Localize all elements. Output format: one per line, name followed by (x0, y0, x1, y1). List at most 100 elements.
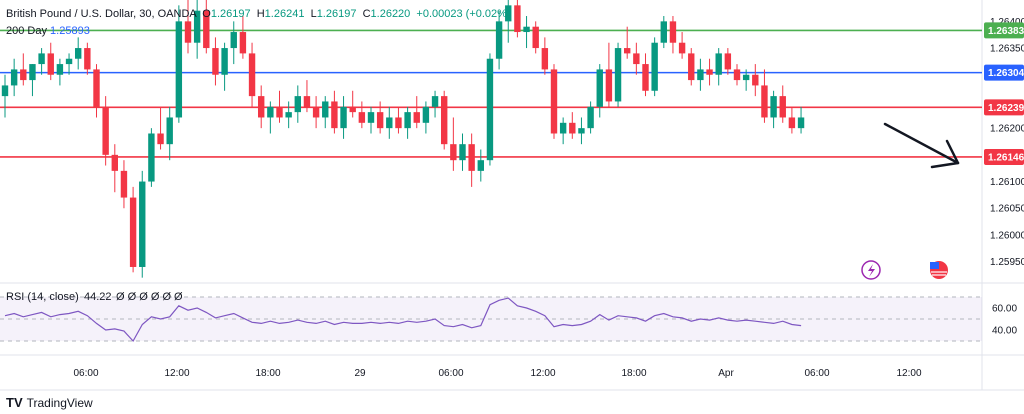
level-price-tag (984, 22, 1024, 39)
candle-body (175, 21, 183, 118)
open-value: 1.26197 (210, 8, 251, 20)
candle-body (678, 42, 686, 54)
candle-body (230, 32, 237, 49)
candle-body (20, 69, 27, 81)
rsi-label: RSI (14, close) (6, 291, 79, 303)
chart-header: British Pound / U.S. Dollar, 30, OANDA O… (6, 8, 511, 20)
candle-body (706, 69, 713, 75)
candle-body (166, 117, 173, 145)
candle-body (212, 48, 219, 75)
candle-body (248, 53, 256, 97)
candle-body (642, 64, 649, 91)
rsi-extra: Ø Ø Ø Ø Ø Ø (116, 291, 183, 303)
candle-body (569, 122, 576, 134)
candle-body (422, 106, 430, 123)
candle-body (120, 170, 128, 198)
candle-body (267, 106, 274, 118)
candle-body (477, 160, 484, 171)
time-tick-label: 12:00 (530, 368, 555, 379)
candle-body (404, 112, 411, 129)
candle-body (450, 144, 457, 161)
trend-arrow-head (930, 139, 960, 169)
level-price-tag (984, 64, 1024, 81)
candle-body (505, 5, 512, 22)
rsi-tick-label: 40.00 (992, 326, 1017, 337)
candle-body (486, 58, 494, 161)
time-tick-label: 06:00 (438, 368, 463, 379)
candle-body (468, 144, 475, 171)
candle-body (651, 42, 658, 91)
price-tick-label: 1.26200 (990, 124, 1024, 135)
candle-body (193, 10, 201, 43)
level-price-tag-label: 1.26304 (988, 68, 1024, 79)
candle-body (340, 106, 347, 129)
candle-body (84, 48, 91, 70)
candle-body (495, 21, 503, 59)
candle-body (523, 26, 530, 33)
level-price-tag (984, 148, 1024, 165)
candle-body (724, 53, 732, 70)
ma-value: 1.25893 (50, 25, 90, 37)
candle-body (294, 96, 301, 113)
candle-body (93, 69, 100, 107)
rsi-value: 44.22 (84, 291, 112, 303)
candle-body (715, 53, 722, 75)
candle-body (331, 101, 338, 129)
level-price-tag-label: 1.26146 (988, 152, 1024, 163)
time-tick-label: 29 (354, 368, 366, 379)
candle-body (157, 133, 164, 145)
time-tick-label: 06:00 (73, 368, 98, 379)
brand: TV TradingView (6, 395, 93, 410)
candle-body (276, 106, 283, 118)
candle-body (367, 112, 375, 123)
time-tick-label: 18:00 (255, 368, 280, 379)
close-label: C (362, 8, 371, 20)
candle-body (532, 26, 539, 49)
candle-body (139, 181, 146, 267)
us-flag-icon-canton (930, 262, 939, 269)
lightning-icon (861, 260, 881, 280)
candle-body (148, 133, 155, 182)
candle-body (239, 32, 247, 54)
candle-body (184, 21, 192, 43)
candle-body (752, 74, 759, 86)
candle-body (550, 69, 558, 134)
candle-body (605, 69, 613, 102)
close-value: 1.26220 (370, 8, 411, 20)
candle-body (413, 112, 420, 123)
rsi-line (4, 297, 802, 343)
level-price-tag-label: 1.26383 (988, 26, 1024, 37)
candle-body (697, 69, 704, 81)
candle-body (761, 85, 768, 118)
candle-body (75, 48, 82, 59)
candle-body (203, 10, 210, 49)
candle-body (624, 48, 631, 54)
candle-body (56, 64, 64, 75)
candle-body (285, 112, 292, 118)
candle-body (742, 74, 750, 81)
brand-name: TradingView (26, 395, 93, 410)
lightning-icon-glyph (868, 264, 875, 277)
time-tick-label: 18:00 (621, 368, 646, 379)
candle-body (770, 96, 777, 118)
time-tick-label: 06:00 (804, 368, 829, 379)
candle-body (633, 53, 640, 65)
candle-body (587, 106, 594, 129)
low-label: L (310, 8, 317, 20)
candle-body (65, 58, 73, 65)
level-price-tag (984, 99, 1024, 116)
candle-body (514, 5, 521, 33)
candle-body (788, 117, 796, 129)
time-tick-label: 12:00 (164, 368, 189, 379)
price-tick-label: 1.26350 (990, 44, 1024, 55)
candle-body (386, 117, 393, 129)
candle-body (614, 48, 622, 102)
price-tick-label: 1.26100 (990, 177, 1024, 188)
candle-body (441, 96, 448, 145)
price-tick-label: 1.25950 (990, 257, 1024, 268)
candle-body (312, 106, 320, 118)
candle-body (779, 96, 786, 118)
tradingview-logo-icon: TV (6, 395, 23, 410)
candle-body (578, 128, 585, 134)
